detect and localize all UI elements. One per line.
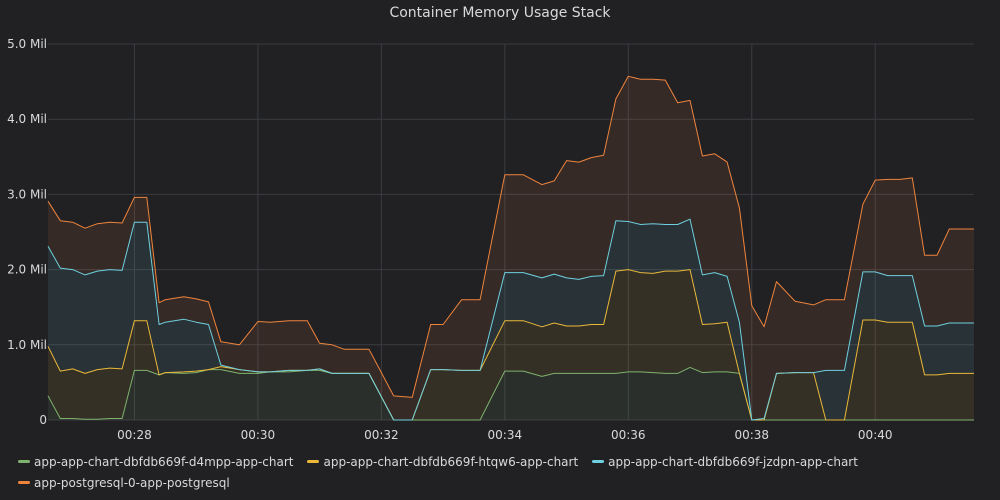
x-tick-label: 00:36 — [611, 428, 646, 442]
legend-item[interactable]: app-app-chart-dbfdb669f-jzdpn-app-chart — [592, 452, 858, 473]
y-tick-label: 0 — [39, 413, 47, 427]
x-tick-label: 00:40 — [858, 428, 893, 442]
y-tick-label: 4.0 Mil — [7, 112, 47, 126]
series-line-3 — [47, 218, 974, 421]
stacked-areas — [48, 76, 974, 421]
legend-swatch — [307, 460, 320, 463]
x-tick-label: 00:28 — [117, 428, 152, 442]
legend-label: app-postgresql-0-app-postgresql — [34, 476, 230, 490]
series-line-2 — [47, 269, 974, 421]
y-tick-label: 5.0 Mil — [7, 37, 47, 51]
series-lines — [47, 75, 974, 421]
x-tick-label: 00:32 — [364, 428, 399, 442]
legend-item[interactable]: app-app-chart-dbfdb669f-d4mpp-app-chart — [18, 452, 293, 473]
series-area-1 — [48, 367, 974, 420]
legend-item[interactable]: app-app-chart-dbfdb669f-htqw6-app-chart — [307, 452, 578, 473]
legend-label: app-app-chart-dbfdb669f-d4mpp-app-chart — [34, 455, 294, 469]
y-axis-tick-labels: 0 1.0 Mil 2.0 Mil 3.0 Mil 4.0 Mil 5.0 Mil — [7, 37, 47, 427]
chart-plot: 0 1.0 Mil 2.0 Mil 3.0 Mil 4.0 Mil 5.0 Mil 00:… — [7, 37, 974, 442]
series-line-4 — [47, 75, 974, 398]
series-area-4 — [48, 76, 974, 421]
series-area-2 — [48, 269, 974, 420]
legend-swatch — [18, 481, 30, 484]
legend-label: app-app-chart-dbfdb669f-jzdpn-app-chart — [608, 455, 858, 469]
legend-item[interactable]: app-postgresql-0-app-postgresql — [18, 473, 230, 494]
y-tick-label: 1.0 Mil — [7, 338, 47, 352]
legend-swatch — [18, 460, 30, 463]
legend-swatch — [592, 460, 605, 463]
legend-label: app-app-chart-dbfdb669f-htqw6-app-chart — [323, 455, 579, 469]
x-tick-label: 00:34 — [488, 428, 523, 442]
x-axis-tick-labels: 00:28 00:30 00:32 00:34 00:36 00:38 00:40 — [117, 428, 892, 442]
grid-lines — [48, 43, 974, 421]
x-tick-label: 00:38 — [734, 428, 769, 442]
y-tick-label: 2.0 Mil — [7, 263, 47, 277]
legend: app-app-chart-dbfdb669f-d4mpp-app-chart a… — [18, 452, 978, 494]
chart-title: Container Memory Usage Stack — [389, 5, 611, 21]
series-area-3 — [48, 219, 974, 420]
x-tick-label: 00:30 — [241, 428, 276, 442]
y-tick-label: 3.0 Mil — [7, 187, 47, 201]
